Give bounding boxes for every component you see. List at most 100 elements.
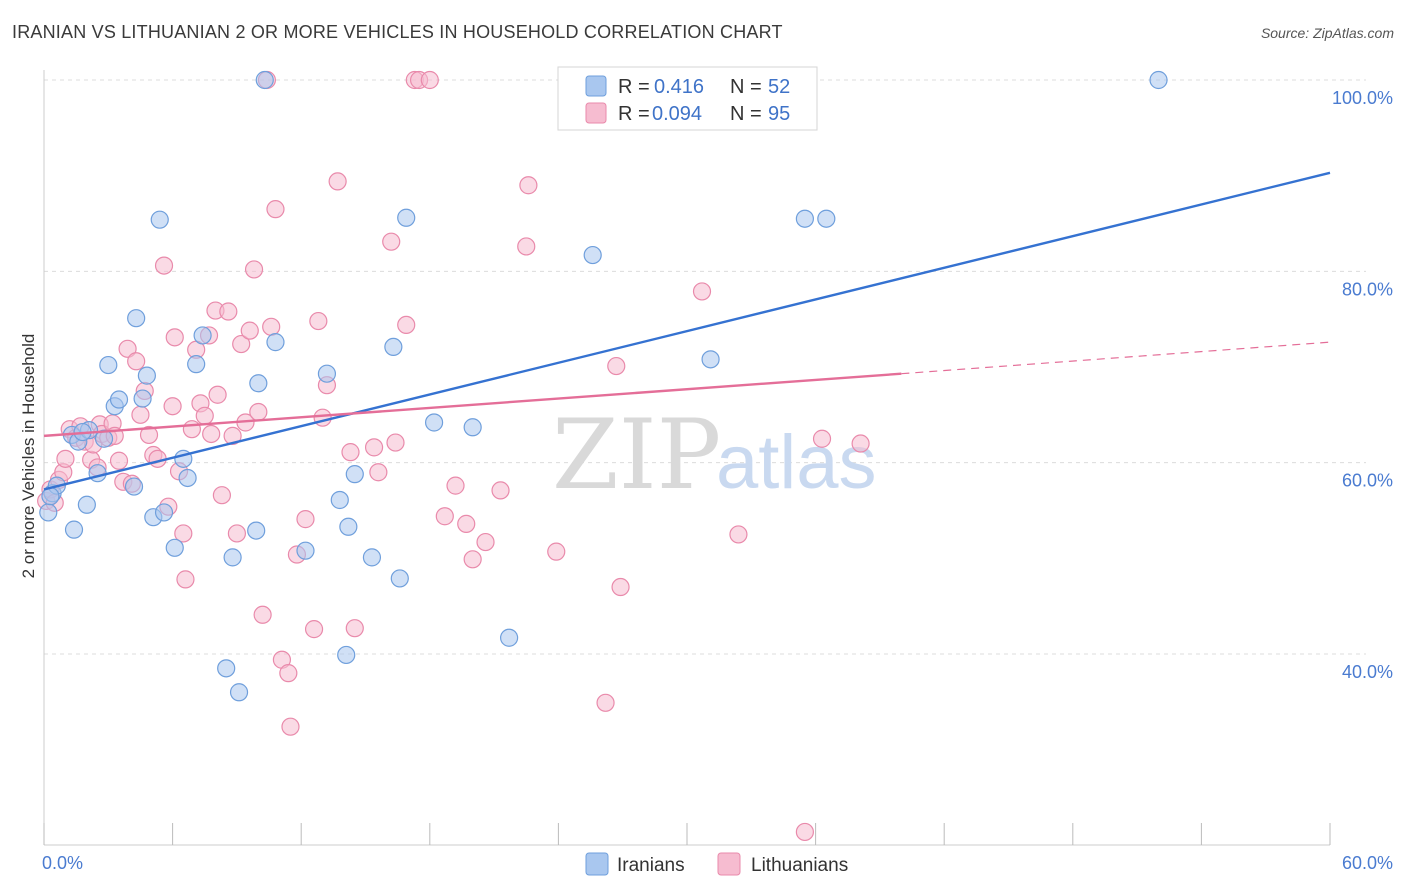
iranians-point-26 <box>223 548 242 567</box>
lithuanians-point-45 <box>223 426 242 445</box>
iranians-point-39 <box>384 337 403 357</box>
iranians-point-48 <box>817 209 836 228</box>
lithuanians-point-52 <box>253 605 272 624</box>
lithuanians-point-58 <box>281 717 300 736</box>
watermark-zip: ZIP <box>552 399 721 511</box>
lithuanians-point-44 <box>219 302 238 321</box>
legend-n-label-iranians: N = <box>730 76 762 98</box>
iranians-point-41 <box>397 208 416 227</box>
lithuanians-point-55 <box>266 200 285 219</box>
lithuanians-point-38 <box>195 406 214 425</box>
iranians-point-44 <box>500 628 519 647</box>
series-legend-label-lithuanians: Lithuanians <box>751 855 848 876</box>
iranians-point-38 <box>362 548 382 567</box>
lithuanians-point-23 <box>131 405 150 424</box>
watermark-atlas: atlas <box>716 420 877 505</box>
chart-title: IRANIAN VS LITHUANIAN 2 OR MORE VEHICLES… <box>12 22 783 42</box>
lithuanians-point-35 <box>182 420 201 439</box>
iranians-point-32 <box>296 541 315 560</box>
iranians-point-31 <box>266 333 285 352</box>
lithuanians-point-25 <box>139 425 159 445</box>
lithuanians-point-83 <box>519 176 538 195</box>
iranians-point-24 <box>193 326 212 345</box>
iranians-point-49 <box>1149 70 1168 90</box>
lithuanians-point-49 <box>240 321 259 340</box>
iranians-point-34 <box>330 490 349 510</box>
lithuanians-point-57 <box>279 664 298 683</box>
lithuanians-point-5 <box>56 449 75 468</box>
iranians-point-35 <box>337 645 356 665</box>
series-legend-label-iranians: Iranians <box>617 855 685 876</box>
y-tick-labels: 40.0% 60.0% 80.0% 100.0% <box>1332 88 1393 682</box>
iranians-point-25 <box>217 659 236 678</box>
lithuanians-point-43 <box>212 486 231 505</box>
lithuanians-point-67 <box>345 619 364 638</box>
legend-n-value-iranians: 52 <box>768 76 790 98</box>
lithuanians-point-88 <box>611 577 630 597</box>
lithuanians-point-70 <box>382 232 401 251</box>
trend-line-lithuanians-2 <box>901 341 1331 375</box>
lithuanians-point-47 <box>232 334 251 354</box>
lithuanians-point-46 <box>227 524 246 543</box>
iranians-point-4 <box>64 520 84 539</box>
iranians-point-12 <box>109 390 129 409</box>
lithuanians-point-78 <box>457 514 476 533</box>
iranians-point-45 <box>583 245 602 265</box>
iranians-point-10 <box>99 355 118 375</box>
lithuanians-point-31 <box>165 328 184 347</box>
lithuanians-point-20 <box>118 339 137 358</box>
lithuanians-point-87 <box>607 356 626 376</box>
y-axis-title: 2 or more Vehicles in Household <box>19 334 38 579</box>
lithuanians-point-65 <box>328 172 347 191</box>
lithuanians-point-22 <box>127 352 146 371</box>
chart-source: Source: ZipAtlas.com <box>1260 25 1394 41</box>
legend-r-value-lithuanians: 0.094 <box>652 103 702 125</box>
iranians-point-37 <box>345 465 364 484</box>
lithuanians-point-77 <box>446 476 465 495</box>
iranians-point-40 <box>390 569 409 588</box>
iranians-point-18 <box>150 210 169 229</box>
lithuanians-point-51 <box>249 402 268 422</box>
iranians-point-42 <box>424 413 444 432</box>
iranians-point-46 <box>701 350 720 369</box>
lithuanians-point-79 <box>463 550 482 569</box>
legend-r-value-iranians: 0.416 <box>654 76 704 98</box>
lithuanians-point-61 <box>304 620 324 639</box>
iranians-point-30 <box>255 70 274 90</box>
axes <box>43 70 1331 846</box>
iranians-point-16 <box>137 366 156 385</box>
lithuanians-point-69 <box>369 463 388 482</box>
stats-legend: R = 0.416 N = 52 R = 0.094 N = 95 <box>557 66 818 131</box>
iranians-point-14 <box>127 309 146 328</box>
legend-swatch-lithuanians <box>585 102 607 124</box>
legend-r-label-iranians: R = <box>618 76 650 98</box>
lithuanians-point-72 <box>397 315 416 335</box>
series-legend-swatch-lithuanians <box>717 852 741 876</box>
lithuanians-point-80 <box>476 532 495 552</box>
iranians-point-0 <box>39 503 58 522</box>
x-tick-label-min: 0.0% <box>42 853 83 873</box>
iranians-point-22 <box>178 468 197 488</box>
lithuanians-point-18 <box>109 451 129 470</box>
trend-lines <box>43 171 1331 491</box>
iranians-points <box>39 70 1168 702</box>
iranians-point-15 <box>133 389 152 408</box>
iranians-point-43 <box>463 418 482 437</box>
iranians-point-23 <box>187 355 206 374</box>
lithuanians-point-76 <box>435 507 454 526</box>
trend-line-lithuanians-1 <box>43 372 902 438</box>
iranians-point-29 <box>249 374 268 393</box>
lithuanians-point-50 <box>244 260 264 279</box>
lithuanians-point-30 <box>163 397 182 416</box>
grid-lines <box>44 79 1366 655</box>
lithuanians-point-62 <box>309 311 328 331</box>
lithuanians-point-82 <box>517 237 536 256</box>
iranians-point-9 <box>94 429 114 448</box>
lithuanians-point-89 <box>692 282 712 301</box>
iranians-point-47 <box>795 209 814 228</box>
lithuanians-point-42 <box>208 385 227 404</box>
iranians-point-19 <box>154 503 174 522</box>
lithuanians-point-75 <box>420 70 439 90</box>
iranians-point-36 <box>339 517 358 536</box>
legend-n-label-lithuanians: N = <box>730 103 762 125</box>
